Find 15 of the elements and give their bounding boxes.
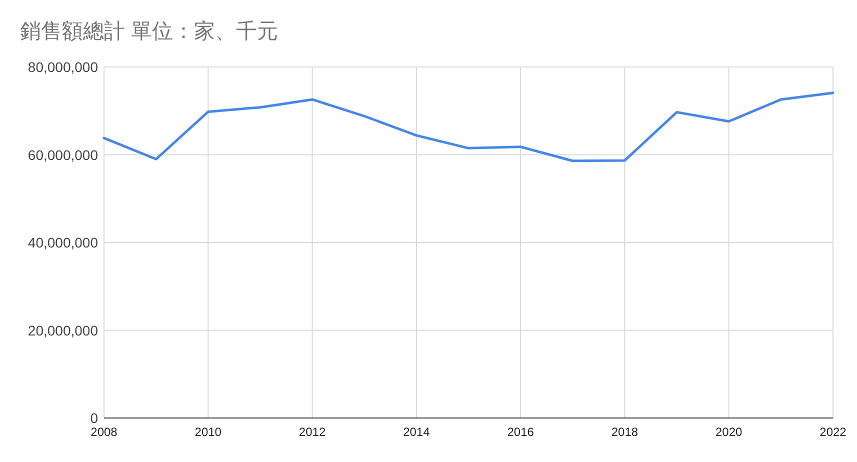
x-tick-label: 2018 — [611, 425, 638, 439]
y-tick-label: 80,000,000 — [28, 59, 98, 75]
x-tick-label: 2014 — [403, 425, 430, 439]
y-tick-label: 40,000,000 — [28, 234, 98, 250]
x-tick-label: 2022 — [820, 425, 847, 439]
x-tick-label: 2020 — [716, 425, 743, 439]
y-tick-label: 0 — [90, 410, 98, 426]
y-tick-label: 60,000,000 — [28, 146, 98, 163]
y-tick-label: 20,000,000 — [28, 322, 98, 338]
chart-title: 銷售額總計 單位：家、千元 — [20, 20, 278, 43]
x-tick-label: 2016 — [507, 425, 534, 439]
line-series — [102, 92, 834, 162]
x-tick-label: 2012 — [298, 425, 326, 439]
x-tick-label: 2008 — [90, 425, 118, 439]
x-tick-label: 2010 — [194, 425, 222, 439]
